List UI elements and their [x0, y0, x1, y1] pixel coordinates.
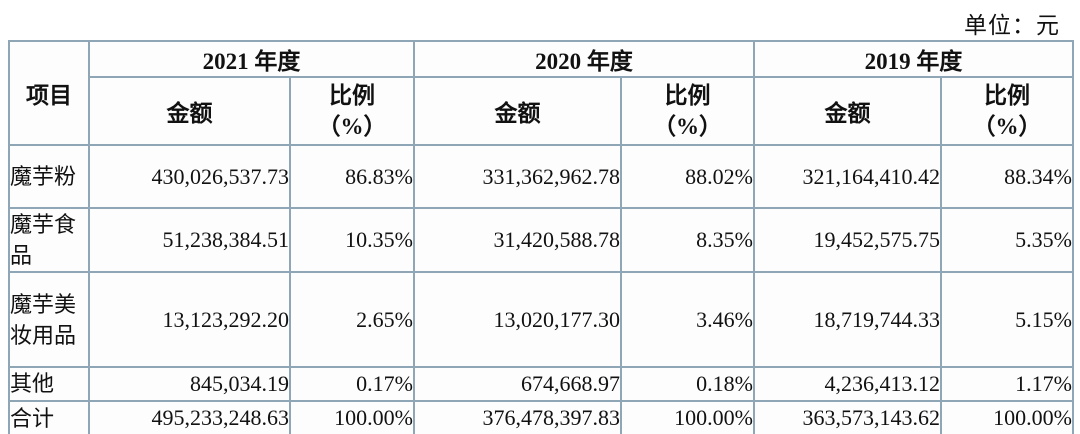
- amount-cell: 845,034.19: [88, 366, 291, 402]
- ratio-cell: 88.02%: [620, 144, 755, 209]
- amount-cell: 51,238,384.51: [88, 206, 291, 274]
- ratio-cell: 1.17%: [940, 366, 1074, 402]
- ratio-header-2020: 比例 （%）: [620, 76, 755, 146]
- amount-header-2021: 金额: [88, 76, 291, 146]
- amount-cell: 495,233,248.63: [88, 399, 291, 434]
- item-cell: 合计: [8, 399, 90, 434]
- year-header-2020: 2020 年度: [413, 40, 755, 78]
- year-header-2019: 2019 年度: [753, 40, 1074, 78]
- amount-cell: 19,452,575.75: [753, 206, 942, 274]
- ratio-cell: 100.00%: [289, 399, 415, 434]
- table-row-other: 其他 845,034.19 0.17% 674,668.97 0.18% 4,2…: [8, 366, 1074, 402]
- ratio-cell: 100.00%: [940, 399, 1074, 434]
- amount-cell: 13,020,177.30: [413, 271, 622, 369]
- revenue-breakdown-table: 项目 2021 年度 2020 年度 2019 年度 金额 比例 （%） 金额 …: [8, 40, 1074, 434]
- table-row-total: 合计 495,233,248.63 100.00% 376,478,397.83…: [8, 399, 1074, 434]
- ratio-cell: 2.65%: [289, 271, 415, 369]
- amount-cell: 331,362,962.78: [413, 144, 622, 209]
- ratio-cell: 86.83%: [289, 144, 415, 209]
- table-row-konjac-beauty: 魔芋美妆用品 13,123,292.20 2.65% 13,020,177.30…: [8, 271, 1074, 369]
- ratio-cell: 100.00%: [620, 399, 755, 434]
- ratio-header-2019: 比例 （%）: [940, 76, 1074, 146]
- amount-cell: 674,668.97: [413, 366, 622, 402]
- item-cell: 魔芋食品: [8, 206, 90, 274]
- header-sub-row: 金额 比例 （%） 金额 比例 （%） 金额 比例 （%）: [9, 76, 1074, 146]
- ratio-cell: 10.35%: [289, 206, 415, 274]
- ratio-cell: 0.17%: [289, 366, 415, 402]
- unit-label: 单位：元: [964, 13, 1060, 38]
- amount-cell: 376,478,397.83: [413, 399, 622, 434]
- amount-cell: 430,026,537.73: [88, 144, 291, 209]
- amount-header-2020: 金额: [413, 76, 622, 146]
- ratio-cell: 3.46%: [620, 271, 755, 369]
- amount-cell: 13,123,292.20: [88, 271, 291, 369]
- amount-cell: 321,164,410.42: [753, 144, 942, 209]
- amount-cell: 363,573,143.62: [753, 399, 942, 434]
- table-row-konjac-food: 魔芋食品 51,238,384.51 10.35% 31,420,588.78 …: [8, 206, 1074, 274]
- table-row-konjac-powder: 魔芋粉 430,026,537.73 86.83% 331,362,962.78…: [8, 144, 1074, 209]
- header-year-row: 项目 2021 年度 2020 年度 2019 年度: [8, 40, 1074, 146]
- item-cell: 其他: [8, 366, 90, 402]
- ratio-header-2021: 比例 （%）: [289, 76, 415, 146]
- ratio-cell: 5.15%: [940, 271, 1074, 369]
- item-column-header: 项目: [8, 40, 90, 146]
- ratio-cell: 5.35%: [940, 206, 1074, 274]
- amount-header-2019: 金额: [753, 76, 942, 146]
- item-cell: 魔芋粉: [8, 144, 90, 209]
- item-cell: 魔芋美妆用品: [8, 271, 90, 369]
- amount-cell: 18,719,744.33: [753, 271, 942, 369]
- ratio-cell: 8.35%: [620, 206, 755, 274]
- year-header-2021: 2021 年度: [88, 40, 415, 78]
- ratio-cell: 88.34%: [940, 144, 1074, 209]
- ratio-cell: 0.18%: [620, 366, 755, 402]
- amount-cell: 31,420,588.78: [413, 206, 622, 274]
- amount-cell: 4,236,413.12: [753, 366, 942, 402]
